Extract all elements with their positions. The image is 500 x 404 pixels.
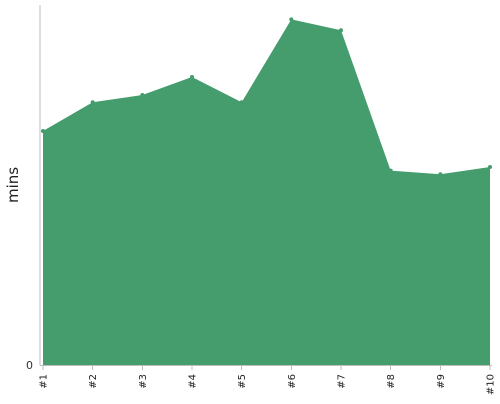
data-point [41,129,45,133]
x-tick-label: #5 [237,374,248,389]
x-axis-ticks: #1 #2 #3 #4 #5 #6 #7 #8 #9 #10 [39,365,497,395]
data-point [289,17,294,22]
data-point [239,100,244,105]
x-tick-label: #4 [188,374,199,389]
x-tick-label: #6 [287,374,298,389]
series-area [43,19,490,366]
series-area-group [41,17,492,366]
data-point [339,28,343,33]
x-tick-label: #3 [138,374,149,389]
x-tick-label: #1 [39,374,50,389]
x-tick-label: #9 [436,374,447,389]
x-tick-label: #2 [88,374,99,389]
y-axis-label: mins [4,167,22,203]
data-point [388,168,393,173]
x-tick-label: #8 [386,374,397,389]
data-point [488,165,492,169]
data-point [438,172,443,177]
data-point [90,100,95,105]
y-tick-label: 0 [26,359,33,372]
y-axis-ticks: 0 [26,359,33,372]
data-point [140,93,145,97]
x-tick-label: #10 [486,374,497,395]
x-tick-label: #7 [337,374,348,389]
data-point [190,75,194,79]
